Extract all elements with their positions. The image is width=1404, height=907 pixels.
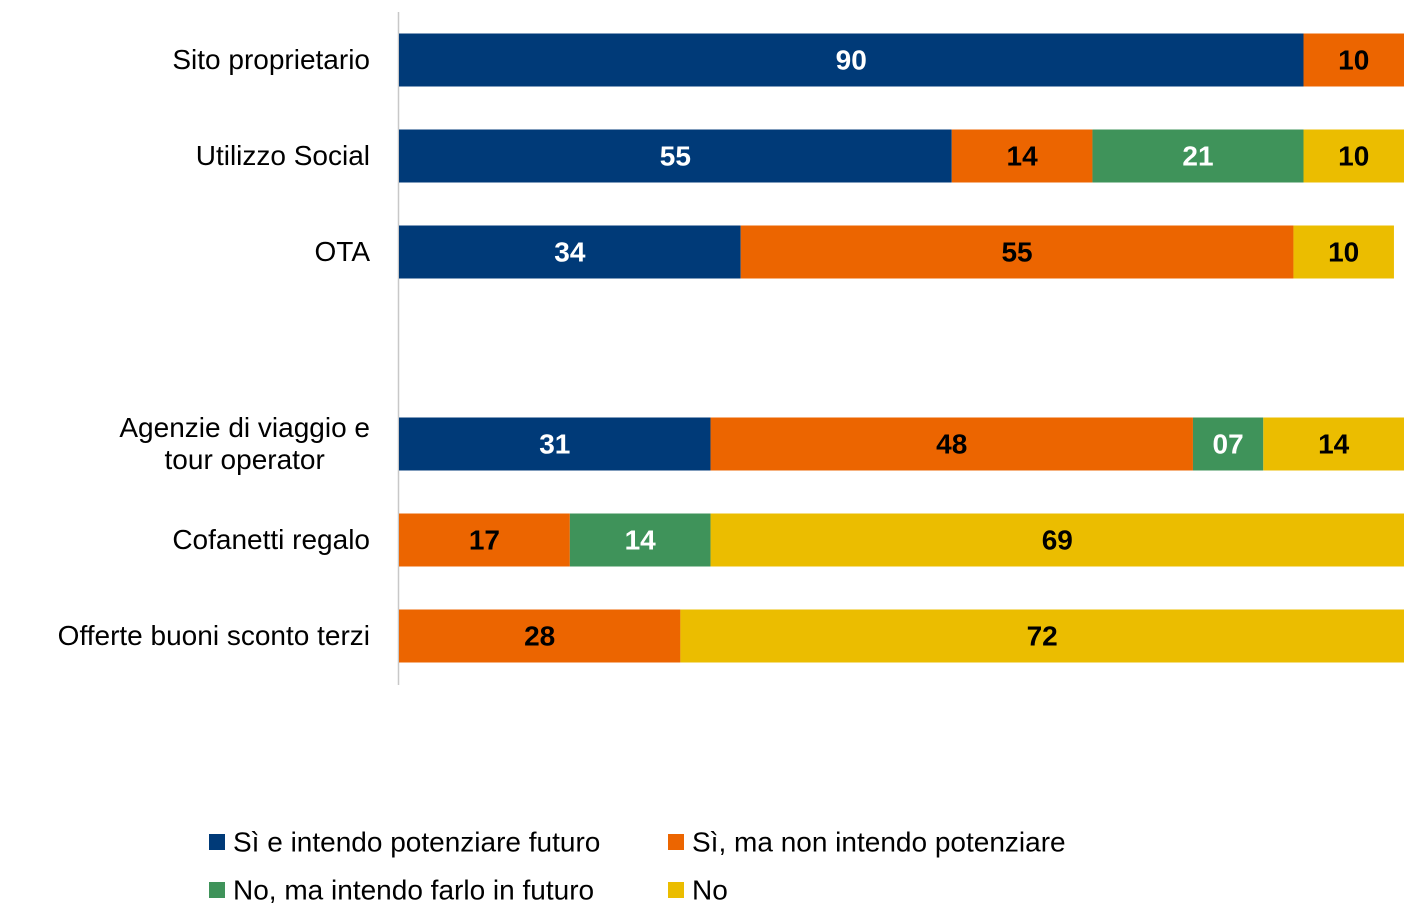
data-label: 55	[660, 141, 691, 172]
data-label: 14	[625, 525, 657, 556]
legend-swatch	[668, 882, 684, 898]
legend-label: Sì, ma non intendo potenziare	[692, 827, 1066, 858]
y-tick-label: Agenzie di viaggio e tour operator	[119, 412, 370, 475]
bar-segment	[740, 225, 1294, 279]
bar-segment	[1303, 33, 1404, 87]
bar-segment	[1263, 417, 1404, 471]
data-label: 28	[524, 621, 555, 652]
data-label: 17	[469, 525, 500, 556]
data-label: 14	[1007, 141, 1039, 172]
bar-segment	[951, 129, 1093, 183]
legend-swatch	[209, 834, 225, 850]
data-label: 14	[1318, 429, 1350, 460]
bar-segment	[569, 513, 711, 567]
bar-segment	[710, 417, 1193, 471]
bar-segment	[399, 129, 952, 183]
data-label: 07	[1213, 429, 1244, 460]
legend-swatch	[668, 834, 684, 850]
legend-label: No, ma intendo farlo in futuro	[233, 875, 594, 906]
bar-segment	[399, 609, 681, 663]
y-tick-label: OTA	[314, 236, 370, 267]
bar-segment	[1293, 225, 1394, 279]
legend-label: No	[692, 875, 728, 906]
data-label: 10	[1338, 45, 1369, 76]
data-label: 72	[1027, 621, 1058, 652]
data-label: 48	[936, 429, 967, 460]
y-tick-label: Offerte buoni sconto terzi	[57, 620, 370, 651]
data-label: 10	[1338, 141, 1369, 172]
data-label: 55	[1001, 237, 1032, 268]
y-tick-label: Cofanetti regalo	[172, 524, 370, 555]
data-label: 34	[554, 237, 586, 268]
bar-segment	[399, 417, 711, 471]
bar-segment	[399, 513, 570, 567]
bar-segment	[399, 225, 741, 279]
data-label: 10	[1328, 237, 1359, 268]
bar-segment	[399, 33, 1304, 87]
bar-segment	[1192, 417, 1264, 471]
data-label: 69	[1042, 525, 1073, 556]
y-tick-label: Sito proprietario	[172, 44, 370, 75]
bar-segment	[680, 609, 1404, 663]
bar-segment	[1092, 129, 1304, 183]
legend-swatch	[209, 882, 225, 898]
data-label: 90	[836, 45, 867, 76]
legend-label: Sì e intendo potenziare futuro	[233, 827, 600, 858]
bar-segment	[710, 513, 1404, 567]
bar-segment	[1303, 129, 1404, 183]
data-label: 21	[1182, 141, 1213, 172]
y-tick-label: Utilizzo Social	[195, 140, 370, 171]
data-label: 31	[539, 429, 570, 460]
